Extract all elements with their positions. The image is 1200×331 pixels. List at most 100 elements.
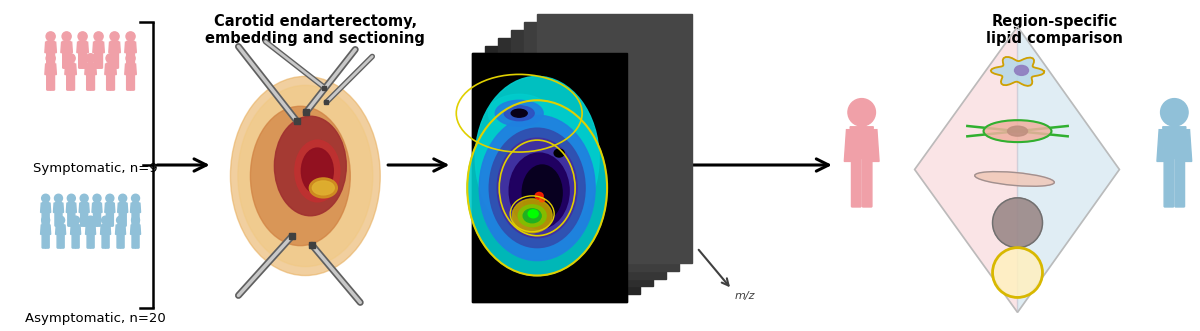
Ellipse shape — [504, 106, 534, 121]
Ellipse shape — [496, 100, 544, 126]
FancyBboxPatch shape — [47, 72, 50, 90]
Polygon shape — [126, 203, 127, 213]
Bar — [538, 14, 692, 262]
FancyBboxPatch shape — [120, 232, 124, 248]
FancyBboxPatch shape — [107, 211, 110, 226]
FancyBboxPatch shape — [110, 72, 114, 90]
FancyBboxPatch shape — [102, 232, 106, 248]
FancyBboxPatch shape — [127, 72, 131, 90]
FancyBboxPatch shape — [863, 156, 872, 207]
Ellipse shape — [479, 115, 595, 260]
FancyBboxPatch shape — [1164, 156, 1174, 207]
Ellipse shape — [522, 165, 562, 221]
FancyBboxPatch shape — [110, 50, 115, 68]
FancyBboxPatch shape — [852, 156, 862, 207]
Polygon shape — [78, 225, 80, 234]
Circle shape — [992, 198, 1043, 248]
FancyBboxPatch shape — [106, 232, 109, 248]
Ellipse shape — [475, 76, 599, 240]
Text: Region-specific
lipid comparison: Region-specific lipid comparison — [986, 14, 1123, 46]
Ellipse shape — [512, 199, 552, 233]
FancyBboxPatch shape — [97, 211, 101, 226]
Polygon shape — [48, 225, 50, 234]
FancyBboxPatch shape — [109, 198, 110, 203]
Circle shape — [94, 32, 103, 41]
FancyBboxPatch shape — [118, 232, 121, 248]
Polygon shape — [101, 225, 103, 234]
FancyBboxPatch shape — [67, 72, 71, 90]
Circle shape — [67, 194, 76, 202]
FancyBboxPatch shape — [58, 232, 61, 248]
FancyBboxPatch shape — [1171, 112, 1178, 128]
FancyBboxPatch shape — [120, 220, 121, 225]
FancyBboxPatch shape — [136, 232, 139, 248]
FancyBboxPatch shape — [109, 211, 113, 226]
FancyBboxPatch shape — [58, 211, 62, 226]
FancyBboxPatch shape — [84, 211, 88, 226]
Ellipse shape — [467, 100, 607, 275]
Polygon shape — [41, 225, 43, 234]
Polygon shape — [118, 224, 124, 233]
FancyBboxPatch shape — [62, 50, 67, 68]
Circle shape — [46, 32, 55, 41]
Polygon shape — [107, 202, 113, 212]
FancyBboxPatch shape — [136, 211, 139, 226]
Ellipse shape — [275, 116, 347, 216]
Polygon shape — [127, 63, 134, 73]
Polygon shape — [54, 203, 55, 213]
FancyBboxPatch shape — [79, 50, 83, 68]
Polygon shape — [109, 42, 112, 53]
Polygon shape — [85, 64, 88, 74]
Bar — [498, 37, 653, 287]
Circle shape — [86, 54, 95, 63]
Text: Asymptomatic, n=20: Asymptomatic, n=20 — [25, 312, 166, 325]
FancyBboxPatch shape — [90, 72, 95, 90]
Polygon shape — [80, 202, 88, 212]
Bar — [472, 54, 626, 303]
Circle shape — [94, 194, 101, 202]
Polygon shape — [1018, 26, 1120, 312]
Polygon shape — [132, 224, 139, 233]
FancyBboxPatch shape — [130, 36, 132, 42]
FancyBboxPatch shape — [134, 198, 137, 203]
Ellipse shape — [511, 109, 527, 117]
Circle shape — [126, 54, 136, 63]
Polygon shape — [138, 203, 140, 213]
Circle shape — [86, 216, 95, 224]
Polygon shape — [61, 203, 64, 213]
Polygon shape — [131, 225, 133, 234]
FancyBboxPatch shape — [83, 198, 85, 203]
Polygon shape — [104, 203, 107, 213]
FancyBboxPatch shape — [74, 220, 77, 225]
FancyBboxPatch shape — [71, 198, 72, 203]
Circle shape — [62, 32, 71, 41]
Ellipse shape — [301, 148, 334, 194]
Polygon shape — [95, 41, 102, 52]
FancyBboxPatch shape — [58, 198, 60, 203]
Ellipse shape — [540, 198, 545, 202]
Circle shape — [119, 194, 127, 202]
Ellipse shape — [1014, 66, 1028, 75]
Circle shape — [848, 99, 876, 126]
Polygon shape — [1184, 130, 1192, 162]
FancyBboxPatch shape — [42, 232, 46, 248]
Polygon shape — [92, 42, 95, 53]
Circle shape — [56, 216, 65, 224]
Polygon shape — [1163, 127, 1186, 159]
FancyBboxPatch shape — [71, 72, 74, 90]
Ellipse shape — [312, 181, 335, 195]
FancyBboxPatch shape — [70, 58, 72, 64]
FancyBboxPatch shape — [60, 232, 64, 248]
FancyBboxPatch shape — [89, 58, 91, 64]
Polygon shape — [72, 224, 79, 233]
Text: MALDI MSI and
plaque annotation: MALDI MSI and plaque annotation — [524, 14, 676, 46]
Circle shape — [78, 32, 88, 41]
Ellipse shape — [984, 120, 1051, 142]
Polygon shape — [42, 202, 49, 212]
Polygon shape — [102, 42, 104, 53]
FancyBboxPatch shape — [72, 232, 76, 248]
Polygon shape — [845, 130, 852, 162]
Polygon shape — [127, 41, 134, 52]
Ellipse shape — [251, 106, 350, 246]
FancyBboxPatch shape — [86, 72, 91, 90]
